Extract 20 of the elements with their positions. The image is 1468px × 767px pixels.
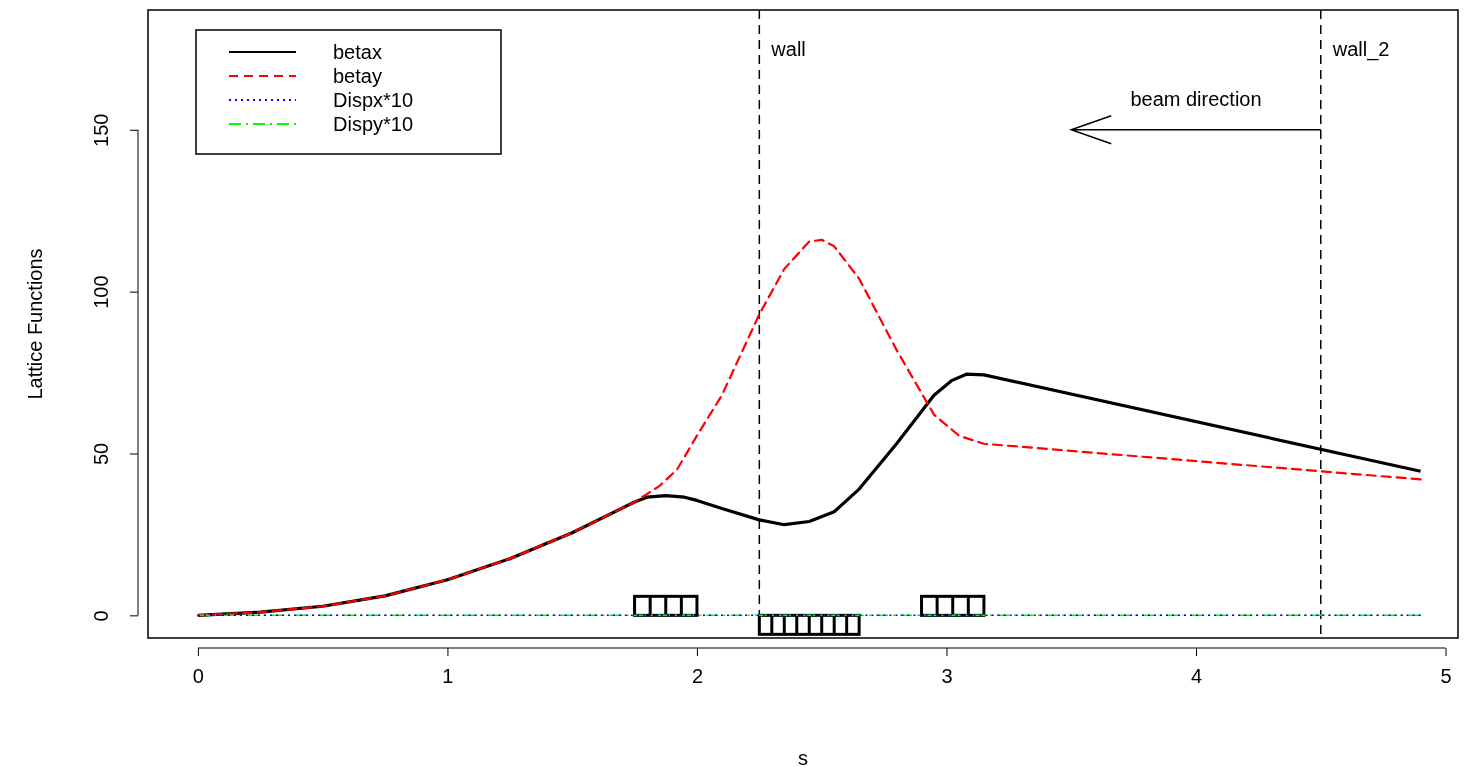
legend-label: Dispx*10: [333, 89, 414, 111]
legend-label: betay: [333, 65, 382, 87]
y-tick-label: 0: [90, 610, 112, 622]
y-tick-label: 150: [90, 113, 112, 147]
y-tick-label: 100: [90, 275, 112, 309]
y-axis-title: Lattice Functions: [24, 248, 46, 400]
line-series: [196, 238, 1422, 617]
x-tick-label: 1: [442, 665, 454, 687]
x-tick-label: 4: [1190, 665, 1203, 687]
ref-line-label: wall_2: [1331, 38, 1390, 61]
x-tick-label: 3: [941, 665, 953, 687]
legend-label: betax: [333, 41, 382, 63]
x-tick-label: 2: [691, 665, 704, 687]
y-tick-label: 50: [90, 442, 112, 466]
legend-label: Dispy*10: [333, 113, 414, 135]
x-tick-label: 0: [192, 665, 204, 687]
ref-line-label: wall: [770, 38, 806, 60]
x-axis-title: s: [798, 747, 808, 767]
annotation: beam direction: [1130, 87, 1262, 110]
x-tick-label: 5: [1440, 665, 1452, 687]
